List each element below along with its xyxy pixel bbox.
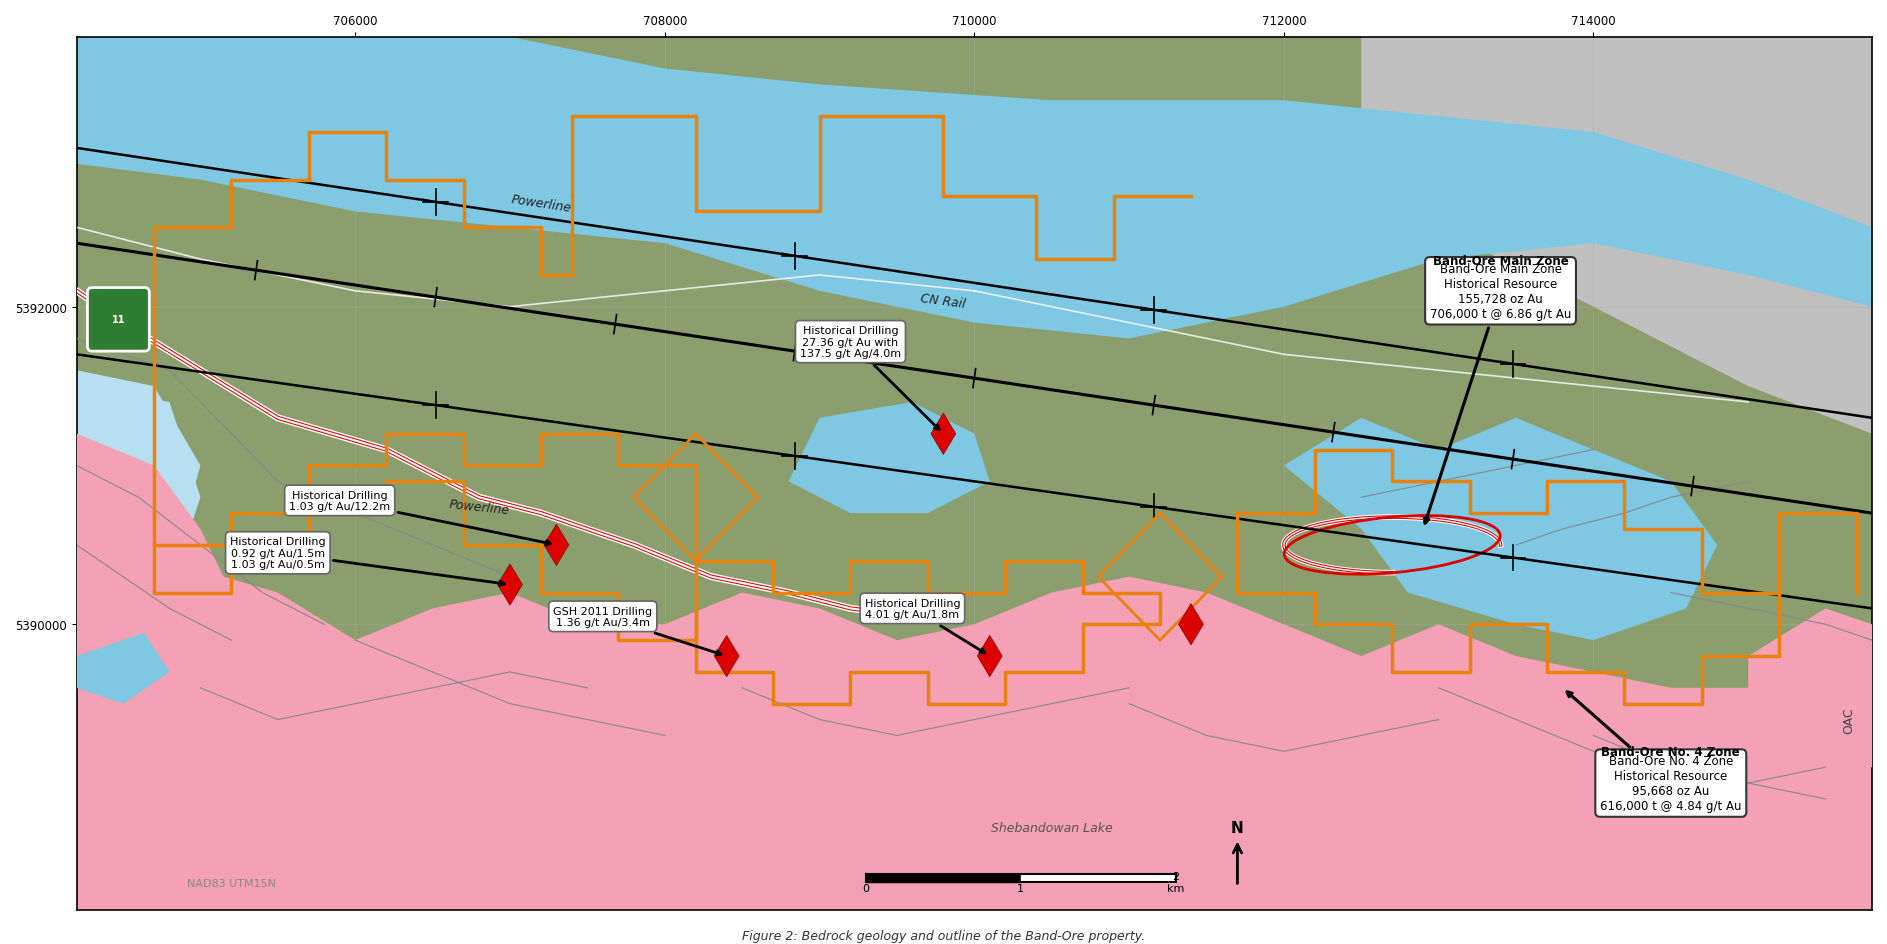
Text: Historical Drilling
4.01 g/t Au/1.8m: Historical Drilling 4.01 g/t Au/1.8m (864, 598, 985, 653)
Polygon shape (77, 38, 1872, 339)
Text: Historical Drilling
27.36 g/t Au with
137.5 g/t Ag/4.0m: Historical Drilling 27.36 g/t Au with 13… (800, 326, 940, 430)
Polygon shape (715, 635, 740, 677)
Polygon shape (77, 434, 232, 656)
Polygon shape (77, 593, 170, 704)
Text: 11: 11 (111, 315, 125, 325)
Text: Figure 2: Bedrock geology and outline of the Band-Ore property.: Figure 2: Bedrock geology and outline of… (742, 929, 1145, 942)
Text: Historical Drilling
0.92 g/t Au/1.5m
1.03 g/t Au/0.5m: Historical Drilling 0.92 g/t Au/1.5m 1.0… (230, 536, 504, 585)
Text: CN Rail: CN Rail (921, 292, 966, 311)
Text: Powerline: Powerline (509, 194, 572, 215)
Text: Band-Ore No. 4 Zone: Band-Ore No. 4 Zone (1602, 745, 1740, 758)
Polygon shape (77, 735, 1872, 910)
Polygon shape (498, 565, 523, 605)
Text: Shebandowan Lake: Shebandowan Lake (991, 821, 1113, 834)
Text: 2
km: 2 km (1166, 871, 1185, 893)
Text: OAC: OAC (1842, 706, 1855, 733)
Text: Historical Drilling
1.03 g/t Au/12.2m: Historical Drilling 1.03 g/t Au/12.2m (289, 490, 551, 546)
Polygon shape (789, 402, 991, 514)
Polygon shape (1283, 418, 1717, 640)
Polygon shape (1361, 38, 1872, 434)
Polygon shape (1747, 609, 1872, 784)
Polygon shape (1179, 604, 1204, 646)
Polygon shape (77, 371, 200, 625)
Polygon shape (543, 525, 568, 565)
Polygon shape (1717, 625, 1872, 910)
Polygon shape (930, 413, 955, 455)
Polygon shape (77, 387, 200, 910)
Text: Band-Ore Main Zone: Band-Ore Main Zone (1432, 255, 1568, 268)
Polygon shape (77, 561, 1872, 910)
Text: Band-Ore Main Zone
Historical Resource
155,728 oz Au
706,000 t @ 6.86 g/t Au: Band-Ore Main Zone Historical Resource 1… (1425, 262, 1572, 524)
Text: N: N (1230, 820, 1244, 835)
Text: 0: 0 (862, 883, 870, 893)
Text: NAD83 UTM15N: NAD83 UTM15N (187, 878, 276, 888)
Text: Powerline: Powerline (447, 497, 509, 516)
Text: GSH 2011 Drilling
1.36 g/t Au/3.4m: GSH 2011 Drilling 1.36 g/t Au/3.4m (553, 606, 721, 655)
Text: Band-Ore No. 4 Zone
Historical Resource
95,668 oz Au
616,000 t @ 4.84 g/t Au: Band-Ore No. 4 Zone Historical Resource … (1566, 692, 1742, 812)
FancyBboxPatch shape (87, 288, 149, 352)
Text: 1: 1 (1017, 883, 1025, 893)
Polygon shape (977, 635, 1002, 677)
